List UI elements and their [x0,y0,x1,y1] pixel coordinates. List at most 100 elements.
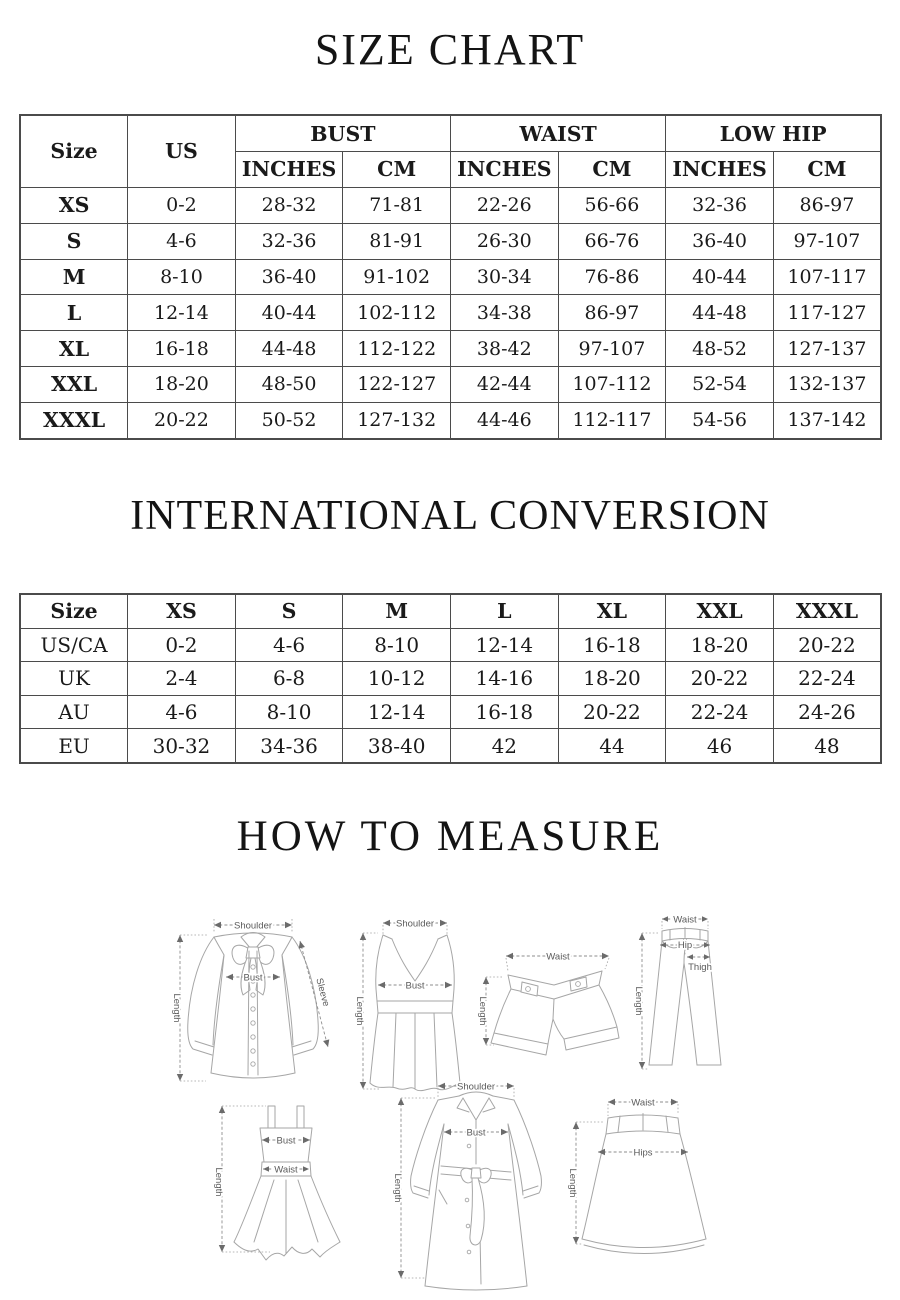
value-cell: 28-32 [234,186,344,224]
value-cell: 44-48 [234,330,344,368]
shoulder-label: Shoulder [234,921,272,932]
value-cell: 0-2 [127,627,236,663]
column-header: S [234,593,344,629]
value-cell: 48-50 [234,366,344,403]
waist-measure: Waist [661,913,709,929]
bust-measure: Bust [226,971,280,985]
value-cell: 102-112 [342,294,451,332]
column-header: XXXL [772,593,882,629]
value-cell: 30-34 [450,258,559,296]
length-measure: Length [475,976,504,1046]
value-cell: 112-122 [342,330,451,368]
column-subheader: INCHES [450,151,559,188]
value-cell: 20-22 [557,694,667,730]
value-cell: 4-6 [234,627,344,663]
column-header: Size [19,593,129,629]
value-cell: 56-66 [557,186,667,224]
shoulder-measure: Shoulder [437,1080,515,1098]
value-cell: 8-10 [342,627,451,663]
column-group-header: BUST [234,114,452,153]
waist-label: Waist [546,952,570,963]
hips-measure: Hips [598,1146,688,1160]
value-cell: 54-56 [665,401,774,440]
value-cell: 38-40 [342,728,451,764]
pants-diagram: Waist Hip Thigh Length [631,913,722,1070]
size-chart-title: SIZE CHART [314,25,586,74]
length-measure: Length [211,1105,270,1253]
value-cell: 38-42 [450,330,559,368]
value-cell: 52-54 [665,366,774,403]
value-cell: 71-81 [342,186,451,224]
shoulder-measure: Shoulder [382,917,448,935]
value-cell: 44-46 [450,401,559,440]
value-cell: 42-44 [450,366,559,403]
value-cell: 36-40 [234,258,344,296]
tank-top-drawing [369,934,461,1092]
length-label: Length [567,1168,578,1197]
waist-measure: Waist [263,1163,309,1177]
value-cell: 132-137 [772,366,882,403]
value-cell: 112-117 [557,401,667,440]
value-cell: 137-142 [772,401,882,440]
length-measure: Length [169,934,208,1082]
table-row: UK 2-4 6-8 10-12 14-16 18-20 20-22 22-24 [19,661,882,696]
value-cell: 6-8 [234,661,344,696]
size-cell: XL [19,330,129,368]
value-cell: 18-20 [665,627,774,663]
value-cell: 22-24 [665,694,774,730]
region-cell: UK [19,661,129,696]
size-cell: L [19,294,129,332]
column-header: US [127,114,236,188]
value-cell: 81-91 [342,222,451,260]
shorts-drawing [490,970,620,1056]
table-row: XL 16-18 44-48 112-122 38-42 97-107 48-5… [19,330,882,368]
how-to-measure-title: HOW TO MEASURE [236,813,664,860]
column-group-header: WAIST [449,114,667,153]
column-header: XXL [665,593,774,629]
table-row: Size XS S M L XL XXL XXXL [19,593,882,629]
value-cell: 20-22 [665,661,774,696]
value-cell: 20-22 [127,401,236,440]
value-cell: 4-6 [127,222,236,260]
value-cell: 8-10 [234,694,344,730]
column-header: Size [19,114,129,188]
value-cell: 36-40 [665,222,774,260]
skirt-diagram: Waist Hips Length [565,1096,707,1254]
column-header: L [450,593,559,629]
value-cell: 86-97 [557,294,667,332]
value-cell: 117-127 [772,294,882,332]
column-group-header: LOW HIP [665,114,882,153]
bust-measure: Bust [378,979,452,993]
value-cell: 18-20 [127,366,236,403]
value-cell: 97-107 [557,330,667,368]
waist-label: Waist [673,915,697,926]
bust-label: Bust [405,981,424,992]
bust-label: Bust [466,1128,485,1139]
waist-measure: Waist [607,1096,679,1116]
length-label: Length [392,1173,403,1202]
column-header: XL [557,593,667,629]
table-row: AU 4-6 8-10 12-14 16-18 20-22 22-24 24-2… [19,694,882,730]
value-cell: 107-112 [557,366,667,403]
table-row: S 4-6 32-36 81-91 26-30 66-76 36-40 97-1… [19,222,882,260]
value-cell: 40-44 [665,258,774,296]
value-cell: 34-38 [450,294,559,332]
size-cell: XXL [19,366,129,403]
value-cell: 12-14 [127,294,236,332]
table-row: L 12-14 40-44 102-112 34-38 86-97 44-48 … [19,294,882,332]
waist-label: Waist [631,1098,655,1109]
shoulder-measure: Shoulder [213,919,293,933]
value-cell: 40-44 [234,294,344,332]
table-row: M 8-10 36-40 91-102 30-34 76-86 40-44 10… [19,258,882,296]
size-cell: S [19,222,129,260]
shorts-diagram: Waist Length [475,950,620,1056]
dress-drawing [233,1105,341,1261]
column-subheader: INCHES [234,151,344,188]
value-cell: 16-18 [557,627,667,663]
coat-drawing [410,1091,542,1291]
column-subheader: CM [557,151,667,188]
length-label: Length [213,1167,224,1196]
value-cell: 97-107 [772,222,882,260]
length-measure: Length [631,932,660,1070]
